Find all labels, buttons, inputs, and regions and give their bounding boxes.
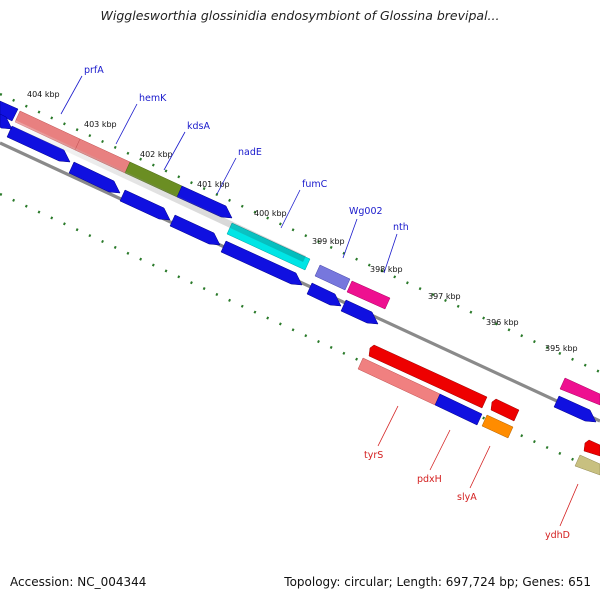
gene-Wg002[interactable] (314, 264, 351, 291)
kbp-marker: 403 kbp (84, 120, 117, 129)
gene-label[interactable]: Wg002 (349, 206, 383, 217)
gene-label[interactable]: slyA (457, 492, 477, 503)
gene-label[interactable]: nth (393, 222, 409, 233)
gene-label[interactable]: kdsA (187, 121, 210, 132)
forward-gene-labels (60, 75, 398, 274)
reverse-strand-row-1 (368, 344, 600, 457)
gene-pdxH[interactable] (434, 393, 483, 426)
gene-label[interactable]: ydhD (545, 530, 570, 541)
kbp-markers: 404 kbp 403 kbp 402 kbp 401 kbp 400 kbp … (27, 90, 578, 353)
tick-row-outer (0, 92, 600, 374)
gene-fwd-7[interactable] (340, 299, 379, 325)
gene-nadE[interactable] (176, 185, 233, 219)
gene-fwd-3[interactable] (119, 189, 171, 221)
genome-summary-text: Topology: circular; Length: 697,724 bp; … (284, 575, 591, 589)
gene-label[interactable]: fumC (302, 179, 328, 190)
kbp-marker: 398 kbp (370, 265, 403, 274)
gene-fwd-8[interactable] (553, 395, 597, 423)
kbp-marker: 401 kbp (197, 180, 230, 189)
forward-strand-row-1 (0, 100, 600, 406)
kbp-marker: 400 kbp (254, 209, 287, 218)
forward-gene-label-text: prfA hemK kdsA nadE fumC Wg002 nth (84, 65, 409, 233)
reverse-strand-row-2 (357, 357, 600, 476)
gene-tyrS-upper[interactable] (368, 344, 488, 409)
gene-label[interactable]: nadE (238, 147, 262, 158)
reverse-gene-label-text: tyrS pdxH slyA ydhD (364, 450, 570, 541)
kbp-marker: 397 kbp (428, 292, 461, 301)
gene-label[interactable]: tyrS (364, 450, 383, 461)
gene-rev-1[interactable] (490, 398, 520, 422)
kbp-marker: 404 kbp (27, 90, 60, 99)
gene-fwd-6[interactable] (306, 282, 342, 307)
gene-fwd-5[interactable] (220, 240, 303, 286)
map-title: Wigglesworthia glossinidia endosymbiont … (100, 8, 500, 23)
gene-label[interactable]: prfA (84, 65, 104, 76)
gene-rev-edge[interactable] (583, 439, 600, 457)
kbp-marker: 402 kbp (140, 150, 173, 159)
kbp-marker: 395 kbp (545, 344, 578, 353)
gene-slyA[interactable] (481, 414, 514, 439)
reverse-gene-labels (377, 405, 579, 527)
gene-edge-1[interactable] (559, 377, 600, 406)
forward-strand-row-2 (0, 113, 597, 423)
gene-ydhD[interactable] (574, 454, 600, 476)
gene-fwd-2[interactable] (68, 161, 121, 194)
gene-label[interactable]: pdxH (417, 474, 442, 485)
gene-fwd-0[interactable] (0, 113, 13, 130)
gene-fwd-4[interactable] (169, 214, 221, 246)
kbp-marker: 399 kbp (312, 237, 345, 246)
gene-label[interactable]: hemK (139, 93, 167, 104)
kbp-marker: 396 kbp (486, 318, 519, 327)
gene-nth[interactable] (346, 280, 391, 310)
accession-text: Accession: NC_004344 (10, 575, 147, 589)
gene-shading (12, 120, 306, 262)
